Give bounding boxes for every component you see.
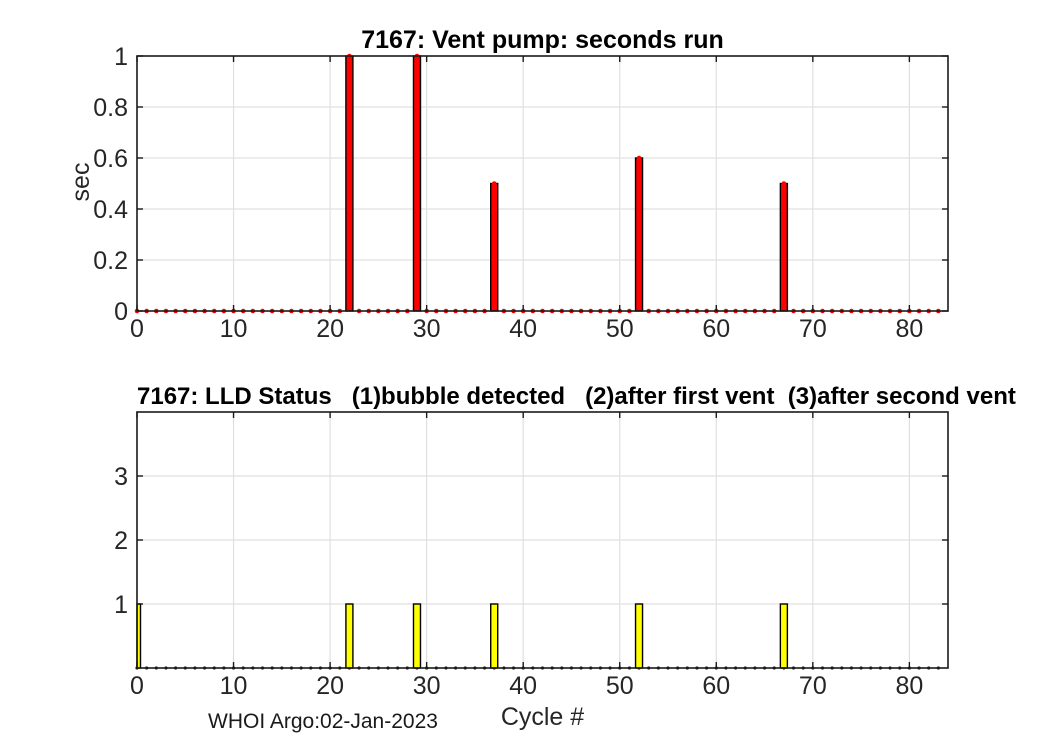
y-tick-label: 1 bbox=[114, 43, 128, 71]
x-tick-label: 50 bbox=[606, 672, 634, 700]
plot-frame bbox=[136, 55, 949, 312]
bar bbox=[345, 55, 354, 312]
series-dot bbox=[491, 181, 497, 186]
bar bbox=[779, 603, 789, 669]
bar bbox=[634, 603, 644, 669]
x-tick-label: 60 bbox=[702, 315, 730, 343]
x-tick-label: 60 bbox=[702, 672, 730, 700]
bottom-plot-xlabel: Cycle # bbox=[500, 703, 585, 731]
bar bbox=[345, 603, 354, 669]
x-tick-label: 30 bbox=[413, 315, 441, 343]
bar bbox=[412, 55, 422, 312]
footer-annotation: WHOI Argo:02-Jan-2023 bbox=[208, 710, 438, 733]
x-tick-label: 10 bbox=[220, 672, 248, 700]
x-tick-label: 40 bbox=[509, 315, 537, 343]
bar bbox=[634, 157, 644, 312]
y-tick-label: 0.4 bbox=[93, 196, 128, 224]
x-tick-label: 80 bbox=[895, 315, 923, 343]
x-tick-label: 0 bbox=[130, 672, 144, 700]
x-tick-label: 80 bbox=[895, 672, 923, 700]
x-tick-label: 30 bbox=[413, 672, 441, 700]
bar bbox=[779, 182, 789, 312]
x-tick-label: 70 bbox=[799, 315, 827, 343]
x-tick-label: 0 bbox=[130, 315, 144, 343]
y-tick-label: 2 bbox=[114, 527, 128, 555]
x-tick-label: 20 bbox=[316, 315, 344, 343]
y-tick-label: 0.8 bbox=[93, 94, 128, 122]
x-tick-label: 50 bbox=[606, 315, 634, 343]
x-tick-label: 20 bbox=[316, 672, 344, 700]
bar bbox=[490, 603, 499, 669]
bar bbox=[412, 603, 422, 669]
y-tick-label: 0.2 bbox=[93, 247, 128, 275]
y-tick-label: 0 bbox=[114, 298, 128, 326]
y-tick-label: 0.6 bbox=[93, 145, 128, 173]
x-tick-label: 70 bbox=[799, 672, 827, 700]
series-dot bbox=[781, 181, 787, 186]
y-tick-label: 1 bbox=[114, 591, 128, 619]
x-tick-label: 10 bbox=[220, 315, 248, 343]
bottom-plot-title: 7167: LLD Status (1)bubble detected (2)a… bbox=[137, 383, 1016, 410]
series-dot bbox=[636, 155, 642, 161]
x-tick-label: 40 bbox=[509, 672, 537, 700]
bar bbox=[490, 182, 499, 312]
top-plot-title: 7167: Vent pump: seconds run bbox=[361, 26, 724, 54]
y-tick-label: 3 bbox=[114, 463, 128, 491]
